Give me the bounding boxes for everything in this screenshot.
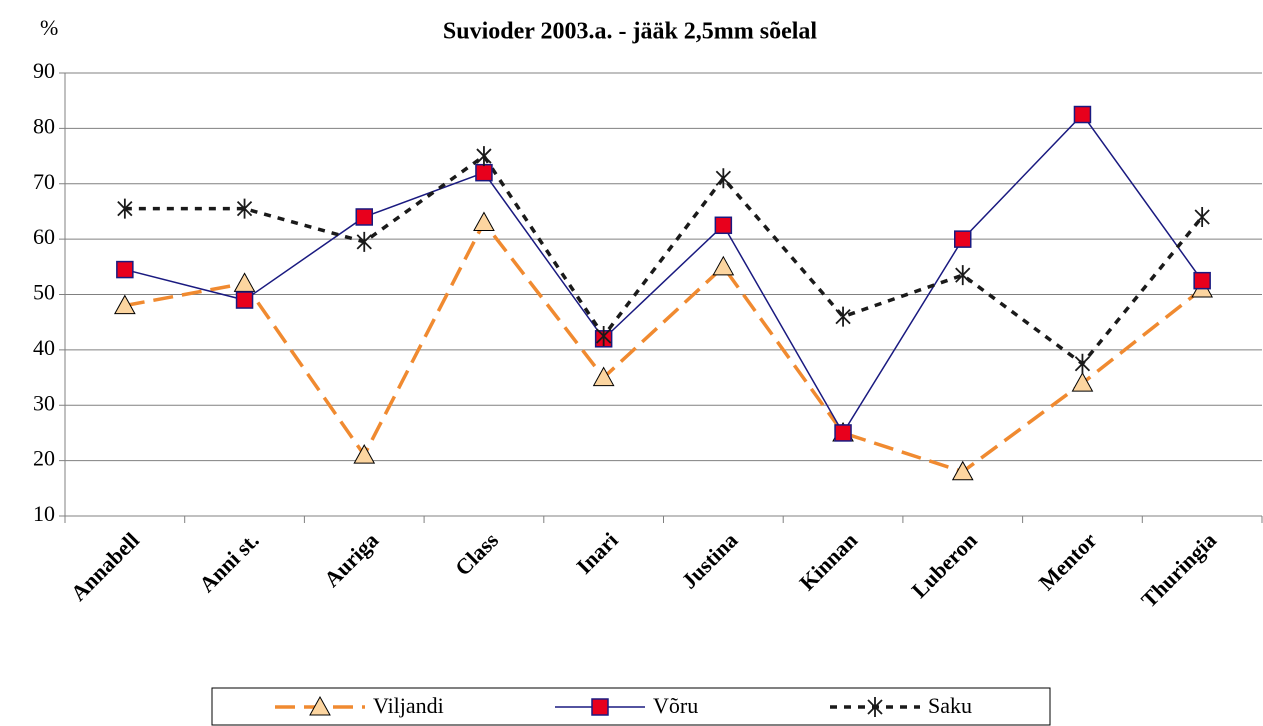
x-tick-label: Justina — [676, 527, 742, 593]
legend-marker — [591, 698, 609, 716]
x-tick-label: Luberon — [907, 527, 982, 602]
y-tick-label: 60 — [33, 224, 55, 249]
marker — [1073, 105, 1092, 124]
marker — [835, 306, 851, 327]
x-tick-label: Annabell — [66, 527, 144, 605]
marker — [233, 272, 256, 292]
y-tick-label: 30 — [33, 390, 55, 415]
legend-label: Viljandi — [373, 693, 444, 718]
y-tick-label: 40 — [33, 335, 55, 360]
x-tick-label: Anni st. — [194, 527, 264, 597]
marker — [592, 366, 615, 387]
marker — [1074, 353, 1091, 374]
series-line — [124, 153, 1204, 367]
marker — [1193, 271, 1211, 290]
legend-label: Saku — [928, 693, 972, 718]
y-tick-label: 20 — [33, 446, 55, 471]
marker — [114, 294, 136, 315]
y-tick-label: 10 — [33, 501, 55, 526]
legend-marker — [867, 697, 883, 717]
marker — [476, 146, 492, 167]
marker — [955, 265, 971, 286]
marker — [596, 326, 612, 347]
marker — [951, 460, 974, 481]
marker — [236, 198, 253, 219]
y-tick-label: 90 — [33, 58, 55, 83]
x-tick-label: Kinnan — [794, 527, 862, 595]
x-tick-label: Inari — [571, 527, 622, 578]
y-tick-label: 70 — [33, 169, 55, 194]
y-tick-label: 50 — [33, 280, 55, 305]
marker — [954, 230, 972, 248]
legend-marker — [309, 695, 331, 716]
marker — [473, 211, 495, 232]
marker — [834, 424, 852, 442]
marker — [116, 260, 134, 279]
marker — [356, 231, 372, 252]
marker — [117, 198, 133, 219]
marker — [475, 163, 493, 182]
marker — [355, 208, 373, 226]
x-tick-label: Mentor — [1034, 527, 1102, 595]
x-tick-label: Class — [450, 527, 503, 580]
x-tick-label: Auriga — [319, 527, 383, 591]
marker — [714, 216, 733, 235]
marker — [1071, 372, 1094, 392]
marker — [235, 291, 254, 309]
y-axis-label: % — [40, 15, 58, 40]
marker — [715, 168, 731, 189]
y-tick-label: 80 — [33, 113, 55, 138]
chart-title: Suvioder 2003.a. - jääk 2,5mm sõelal — [443, 19, 818, 45]
marker — [353, 444, 376, 464]
x-tick-label: Thuringia — [1136, 527, 1221, 612]
legend-label: Võru — [653, 693, 698, 718]
marker — [712, 255, 735, 276]
marker — [1194, 206, 1210, 227]
series-line — [124, 113, 1203, 435]
